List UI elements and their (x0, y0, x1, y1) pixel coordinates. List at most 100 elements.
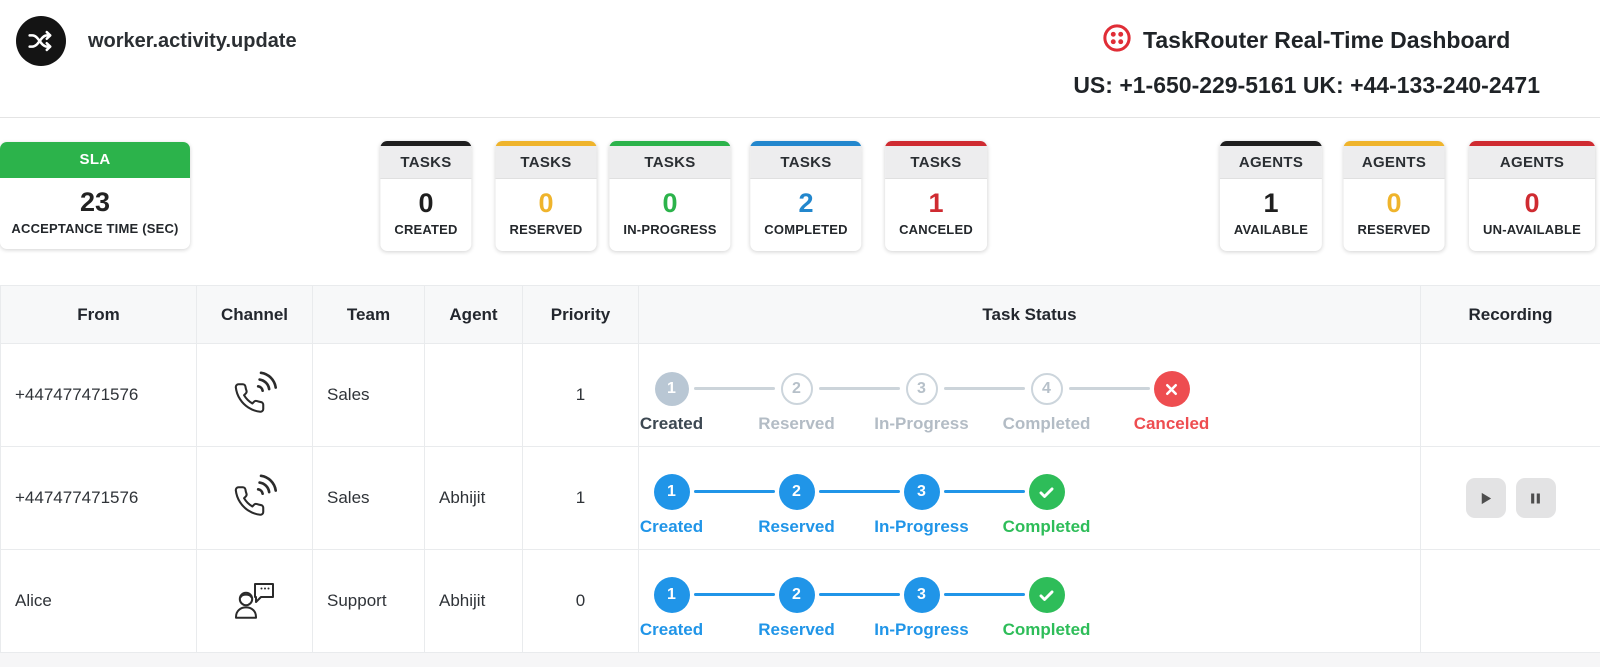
task-status-cell: 1 Created 2 Reserved 3 In-Progres (638, 343, 1421, 447)
phone-icon (232, 474, 278, 523)
summary-cards: SLA 23 ACCEPTANCE TIME (SEC) TASKS 0 CRE… (0, 118, 1600, 283)
step-label: Created (639, 517, 704, 536)
step-completed: 4 Completed (984, 356, 1150, 434)
priority-cell: 1 (522, 343, 639, 447)
channel-cell (196, 343, 313, 447)
card-value: 1 (1263, 188, 1279, 218)
step-label: Reserved (758, 620, 835, 639)
step-reserved: 2 Reserved (734, 356, 900, 434)
card-header: TASKS (495, 146, 597, 179)
cancel-x-icon (1153, 371, 1190, 407)
tasks-canceled-card: TASKS 1 CANCELED (885, 141, 987, 251)
pause-icon (1531, 493, 1540, 503)
chat-icon (229, 582, 281, 629)
tasks-in-progress-card: TASKS 0 IN-PROGRESS (609, 141, 731, 251)
agents-reserved-card: AGENTS 0 RESERVED (1343, 141, 1445, 251)
step-completed: Completed (984, 459, 1109, 537)
step-connector (943, 593, 1025, 596)
phone-icon (232, 371, 278, 420)
card-label: CREATED (394, 222, 458, 237)
agent-cell: Abhijit (424, 549, 523, 653)
card-label: CANCELED (899, 222, 973, 237)
step-connector (693, 593, 775, 596)
step-number-badge: 4 (1030, 373, 1063, 405)
step-connector (1068, 387, 1150, 390)
pause-recording-button[interactable] (1515, 478, 1556, 518)
step-connector (943, 490, 1025, 493)
task-status-cell: 1 Created 2 Reserved 3 In-Progres (638, 549, 1421, 653)
table-row: +447477471576 Sales (0, 343, 1600, 447)
card-header: AGENTS (1469, 146, 1595, 179)
step-label: Completed (1002, 517, 1091, 536)
card-header: TASKS (380, 146, 472, 179)
recording-cell (1420, 549, 1600, 653)
step-label: Created (639, 414, 704, 433)
card-label: UN-AVAILABLE (1483, 222, 1581, 237)
card-label: RESERVED (1357, 222, 1431, 237)
step-created: 1 Created (609, 356, 775, 434)
step-label: Completed (1002, 620, 1091, 639)
card-label: RESERVED (509, 222, 583, 237)
tasks-reserved-card: TASKS 0 RESERVED (495, 141, 597, 251)
step-canceled: Canceled (1109, 356, 1234, 434)
header-left: worker.activity.update (16, 16, 297, 66)
recording-cell (1420, 446, 1600, 550)
step-label: Reserved (758, 517, 835, 536)
event-name-label: worker.activity.update (88, 29, 297, 52)
shuffle-logo-icon (16, 16, 66, 66)
card-value: 0 (1524, 188, 1540, 218)
card-header: AGENTS (1219, 146, 1323, 179)
step-created: 1 Created (609, 562, 775, 640)
sla-card: SLA 23 ACCEPTANCE TIME (SEC) (0, 142, 190, 249)
agents-available-card: AGENTS 1 AVAILABLE (1219, 141, 1323, 251)
step-created: 1 Created (609, 459, 775, 537)
step-label: Canceled (1133, 414, 1210, 433)
priority-cell: 0 (522, 549, 639, 653)
col-header-channel: Channel (196, 285, 313, 344)
team-cell: Support (312, 549, 425, 653)
step-connector (818, 490, 900, 493)
step-label: Reserved (758, 414, 835, 433)
task-status-stepper: 1 Created 2 Reserved 3 In-Progres (609, 356, 1420, 434)
step-connector (943, 387, 1025, 390)
sla-value: 23 (79, 187, 111, 217)
card-header: AGENTS (1343, 146, 1445, 179)
step-in-progress: 3 In-Progress (859, 356, 1025, 434)
card-header: TASKS (750, 146, 862, 179)
check-icon (1028, 577, 1065, 613)
step-label: In-Progress (874, 620, 969, 639)
card-value: 0 (538, 188, 554, 218)
recording-cell (1420, 343, 1600, 447)
contact-phone-numbers: US: +1-650-229-5161 UK: +44-133-240-2471 (1073, 72, 1540, 98)
step-connector (818, 593, 900, 596)
sla-card-header: SLA (0, 142, 190, 178)
col-header-task-status: Task Status (638, 285, 1421, 344)
step-number-badge: 2 (778, 474, 815, 510)
step-number-badge: 2 (780, 373, 813, 405)
channel-cell (196, 549, 313, 653)
step-label: Created (639, 620, 704, 639)
step-connector (693, 387, 775, 390)
twilio-icon (1103, 24, 1131, 57)
step-label: In-Progress (874, 517, 969, 536)
col-header-from: From (0, 285, 197, 344)
step-reserved: 2 Reserved (734, 562, 900, 640)
card-value: 0 (662, 188, 678, 218)
agents-unavailable-card: AGENTS 0 UN-AVAILABLE (1469, 141, 1595, 251)
table-row: Alice Support (0, 549, 1600, 653)
col-header-agent: Agent (424, 285, 523, 344)
page-title: TaskRouter Real-Time Dashboard (1143, 27, 1511, 53)
step-number-badge: 1 (653, 577, 690, 613)
col-header-priority: Priority (522, 285, 639, 344)
step-in-progress: 3 In-Progress (859, 459, 1025, 537)
step-in-progress: 3 In-Progress (859, 562, 1025, 640)
from-cell: +447477471576 (0, 446, 197, 550)
tasks-table: From Channel Team Agent Priority Task St… (0, 285, 1600, 653)
step-reserved: 2 Reserved (734, 459, 900, 537)
card-value: 0 (1386, 188, 1402, 218)
team-cell: Sales (312, 446, 425, 550)
step-label: Completed (1002, 414, 1091, 433)
play-recording-button[interactable] (1465, 478, 1506, 518)
step-connector (818, 387, 900, 390)
